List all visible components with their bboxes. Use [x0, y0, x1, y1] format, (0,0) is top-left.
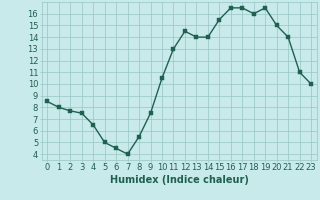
X-axis label: Humidex (Indice chaleur): Humidex (Indice chaleur): [110, 175, 249, 185]
